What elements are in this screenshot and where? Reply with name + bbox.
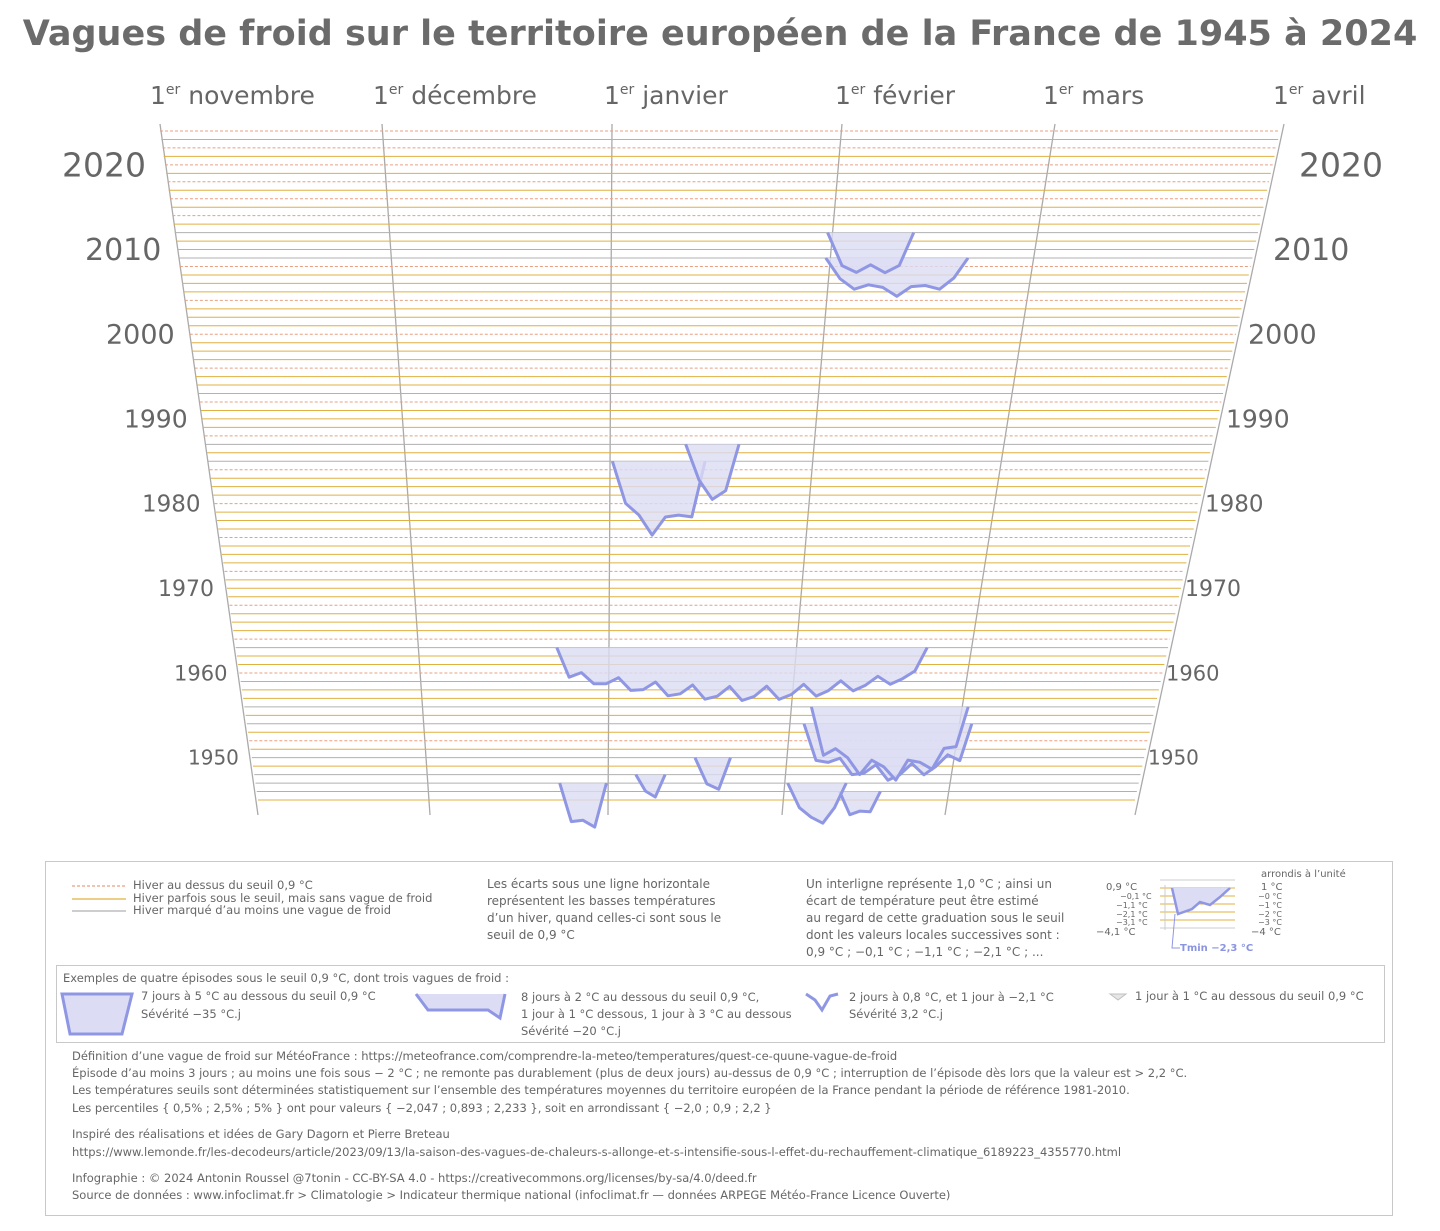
scale-right-1: −0 °C: [1258, 892, 1282, 901]
scale-left-3: −2,1 °C: [1116, 910, 1148, 919]
scale-right-3: −2 °C: [1258, 910, 1282, 919]
decade-label-left-1960: 1960: [174, 661, 227, 685]
scale-left-1: −0,1 °C: [1120, 892, 1152, 901]
scale-right-2: −1 °C: [1258, 901, 1282, 910]
cold-wave-fill-1985-8: [612, 461, 706, 536]
month-line-5: [1134, 123, 1285, 816]
cold-wave-1946-0: [838, 790, 882, 817]
note-episode: Épisode d’au moins 3 jours ; au moins un…: [72, 1066, 1188, 1080]
scale-right-top: 1 °C: [1261, 882, 1283, 893]
month-label-5: 1er avril: [1273, 81, 1366, 110]
month-label-2: 1er janvier: [604, 81, 728, 110]
decade-label-left-2010: 2010: [85, 233, 161, 268]
decade-label-left-2020: 2020: [62, 145, 146, 184]
scale-left-4: −3,1 °C: [1116, 918, 1148, 927]
legend-text-1c: d’un hiver, quand celles-ci sont sous le: [487, 911, 722, 925]
cold-wave-1954-5: [802, 723, 974, 782]
scale-left-top: 0,9 °C: [1106, 882, 1138, 893]
example-wave-3: [805, 992, 839, 1013]
scale-tmin: Tmin −2,3 °C: [1180, 943, 1254, 954]
cold-wave-1956-6: [809, 706, 970, 782]
cold-wave-1947-1: [558, 782, 608, 829]
example-episode-4: [1108, 993, 1128, 1001]
chart-title: Vagues de froid sur le territoire europé…: [22, 14, 1418, 54]
cold-wave-1963-7: [555, 646, 929, 702]
cold-wave-1948-3: [634, 773, 667, 799]
cold-wave-fill-1963-7: [556, 647, 928, 701]
example-wave-2: [414, 993, 507, 1021]
legend-panel: [45, 861, 1393, 1216]
legend-wave-label: Hiver marqué d’au moins une vague de fro…: [133, 903, 392, 917]
legend-text-2a: Un interligne représente 1,0 °C ; ainsi …: [806, 877, 1052, 891]
legend-text-1d: seuil de 0,9 °C: [487, 928, 575, 942]
legend-some-label: Hiver parfois sous le seuil, mais sans v…: [133, 891, 433, 905]
decade-label-left-1980: 1980: [142, 492, 201, 518]
example-wave-1: [60, 992, 134, 1036]
scale-rounded: arrondis à l’unité: [1261, 869, 1346, 880]
legend-text-2e: 0,9 °C ; −0,1 °C ; −1,1 °C ; −2,1 °C ; .…: [806, 945, 1044, 959]
scale-left-bottom: −4,1 °C: [1096, 927, 1136, 938]
example-2-line-2: 1 jour à 1 °C dessous, 1 jour à 3 °C au …: [521, 1007, 792, 1021]
legend-text-1b: représentent les basses températures: [487, 894, 716, 908]
decade-label-right-2000: 2000: [1248, 320, 1317, 351]
decade-label-left-2000: 2000: [106, 320, 175, 351]
example-1-line-1: 7 jours à 5 °C au dessous du seuil 0,9 °…: [141, 989, 376, 1003]
month-label-3: 1er février: [835, 81, 956, 110]
scale-left-2: −1,1 °C: [1116, 901, 1148, 910]
legend-warm-label: Hiver au dessus du seuil 0,9 °C: [133, 878, 313, 892]
examples-panel: [56, 965, 1385, 1043]
scale-right-4: −3 °C: [1258, 918, 1282, 927]
credit-lemonde-link[interactable]: https://www.lemonde.fr/les-decodeurs/art…: [72, 1145, 1122, 1159]
month-label-4: 1er mars: [1043, 81, 1144, 110]
cold-wave-fill-1947-1: [559, 783, 607, 828]
decade-label-right-1980: 1980: [1205, 492, 1264, 518]
decade-label-right-1960: 1960: [1166, 661, 1219, 685]
decade-label-right-1950: 1950: [1148, 746, 1199, 770]
cold-wave-chart: 1er novembre 1er décembre 1er janvier 1er f…: [62, 81, 1383, 829]
legend-text-2d: dont les valeurs locales successives son…: [806, 928, 1060, 942]
cold-wave-1950-4: [693, 757, 732, 791]
credit-infographie: Infographie : © 2024 Antonin Roussel @7t…: [72, 1171, 757, 1185]
example-3-line-1: 2 jours à 0,8 °C, et 1 jour à −2,1 °C: [849, 990, 1054, 1004]
decade-label-left-1990: 1990: [124, 405, 188, 434]
credit-source: Source de données : www.infoclimat.fr > …: [72, 1188, 951, 1202]
legend-text-2c: au regard de cette graduation sous le se…: [806, 911, 1065, 925]
cold-wave-fill-1948-3: [635, 774, 666, 797]
decade-label-right-1990: 1990: [1226, 405, 1290, 434]
decade-label-right-1970: 1970: [1185, 577, 1241, 602]
month-line-0: [159, 123, 259, 816]
cold-wave-2012-11: [826, 231, 916, 275]
example-1-line-2: Sévérité −35 °C.j: [141, 1007, 241, 1021]
cold-wave-1947-2: [786, 782, 848, 825]
note-percentiles: Les percentiles { 0,5% ; 2,5% ; 5% } ont…: [72, 1101, 772, 1115]
example-2-line-3: Sévérité −20 °C.j: [521, 1024, 621, 1038]
scale-illustration: [1160, 879, 1235, 949]
credit-inspired: Inspiré des réalisations et idées de Gar…: [72, 1127, 450, 1141]
note-definition: Définition d’une vague de froid sur Mété…: [72, 1049, 898, 1063]
scale-right-bottom: −4 °C: [1251, 927, 1281, 938]
example-wave-2-fill: [416, 994, 505, 1018]
example-3-line-2: Sévérité 3,2 °C.j: [849, 1007, 943, 1021]
decade-label-left-1970: 1970: [158, 577, 214, 602]
examples-heading: Exemples de quatre épisodes sous le seui…: [63, 971, 509, 985]
decade-label-right-2010: 2010: [1273, 233, 1349, 268]
note-thresholds: Les températures seuils sont déterminées…: [72, 1083, 1130, 1097]
cold-wave-1987-9: [684, 443, 741, 501]
example-4-line-1: 1 jour à 1 °C au dessous du seuil 0,9 °C: [1135, 989, 1364, 1003]
cold-wave-1985-8: [610, 460, 707, 537]
cold-wave-fill-1947-2: [787, 783, 847, 824]
decade-label-left-1950: 1950: [188, 746, 239, 770]
cold-wave-2009-10: [824, 257, 970, 298]
decade-label-right-2020: 2020: [1299, 145, 1383, 184]
legend-text-1a: Les écarts sous une ligne horizontale: [487, 877, 710, 891]
cold-wave-fill-2012-11: [827, 232, 914, 273]
example-2-line-1: 8 jours à 2 °C au dessous du seuil 0,9 °…: [521, 990, 760, 1004]
legend-text-2b: écart de température peut être estimé: [806, 894, 1039, 908]
